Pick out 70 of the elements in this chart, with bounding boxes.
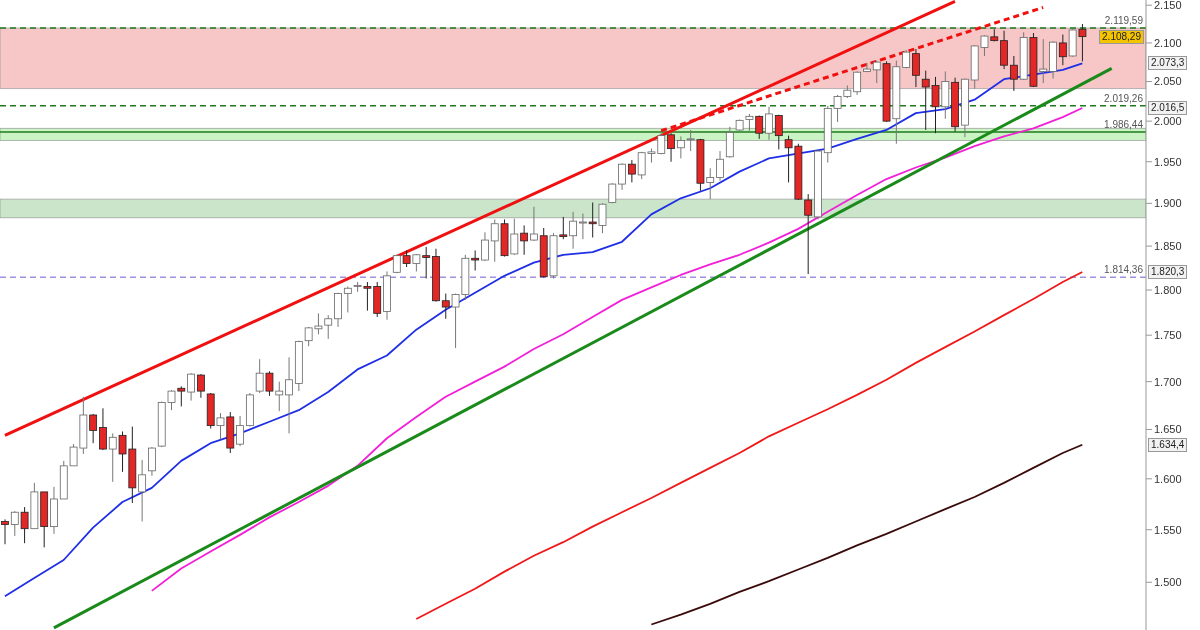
y-tick-label: 1.950 [1154, 155, 1182, 168]
annotation: 2.073,3 [1148, 56, 1188, 71]
candlestick [216, 412, 225, 440]
y-tick-label: 1.800 [1154, 283, 1182, 296]
y-tick-label: 1.900 [1154, 197, 1182, 210]
candlestick [285, 356, 293, 434]
candlestick [471, 249, 480, 272]
candlestick [89, 413, 98, 444]
candlestick [706, 167, 715, 200]
candlestick [1039, 38, 1048, 84]
candlestick [10, 510, 19, 537]
y-tick-label: 1.650 [1154, 423, 1182, 436]
candlestick [20, 506, 29, 544]
candlestick [197, 373, 205, 399]
candlestick [187, 372, 195, 402]
ref-line-label: 1.814,36 [1104, 264, 1143, 277]
candlestick [627, 159, 636, 183]
y-tick-label: 1.700 [1154, 375, 1182, 388]
candlestick [716, 150, 724, 182]
candlestick [138, 459, 147, 522]
candlestick [236, 415, 244, 447]
candlestick [1009, 55, 1018, 92]
candlestick [618, 162, 626, 191]
y-tick-label: 1.600 [1154, 472, 1182, 485]
candlestick [598, 202, 607, 234]
candlestick [481, 231, 489, 262]
candlestick [490, 218, 499, 263]
y-tick-label: 2.100 [1154, 36, 1182, 49]
y-tick-label: 2.150 [1154, 0, 1182, 12]
candlestick [1, 518, 9, 545]
y-tick-label: 2.000 [1154, 115, 1182, 128]
line-series [415, 271, 1084, 620]
candlestick [1078, 23, 1087, 62]
candlestick [588, 202, 597, 238]
ref-line-label: 2.119,59 [1104, 15, 1143, 28]
candlestick [520, 224, 529, 256]
candlestick [265, 370, 274, 397]
candlestick [422, 246, 431, 279]
candlestick [579, 213, 587, 240]
candlestick [255, 358, 264, 394]
candlestick [343, 285, 352, 313]
candlestick [530, 206, 538, 242]
y-tick-label: 1.750 [1154, 329, 1182, 342]
y-tick-label: 2.050 [1154, 75, 1182, 88]
candlestick [275, 381, 284, 412]
candlestick [99, 407, 107, 451]
candlestick [510, 218, 519, 256]
line-series [150, 107, 1084, 592]
y-tick-label: 1.850 [1154, 240, 1182, 253]
line-series [650, 443, 1084, 626]
annotation: 2.108,29 [1099, 30, 1144, 44]
candlestick [667, 132, 675, 163]
candlestick [569, 211, 577, 250]
candlestick [441, 293, 450, 320]
candlestick [765, 106, 773, 141]
annotation: 2.016,5 [1148, 100, 1188, 115]
candlestick [1058, 34, 1067, 66]
candlestick [912, 48, 920, 88]
candlestick [559, 216, 568, 240]
ref-line-label: 2.019,26 [1104, 92, 1143, 105]
candlestick [108, 432, 117, 483]
annotation: 1.820,3 [1148, 265, 1188, 280]
y-tick-label: 1.500 [1154, 576, 1182, 589]
ref-line-label: 1.986,44 [1104, 119, 1143, 132]
candlestick [177, 385, 186, 407]
y-tick-label: 1.550 [1154, 523, 1182, 536]
candlestick [863, 62, 871, 73]
candlestick [148, 446, 156, 477]
annotation: 1.634,4 [1148, 437, 1188, 452]
candlestick [774, 114, 783, 150]
